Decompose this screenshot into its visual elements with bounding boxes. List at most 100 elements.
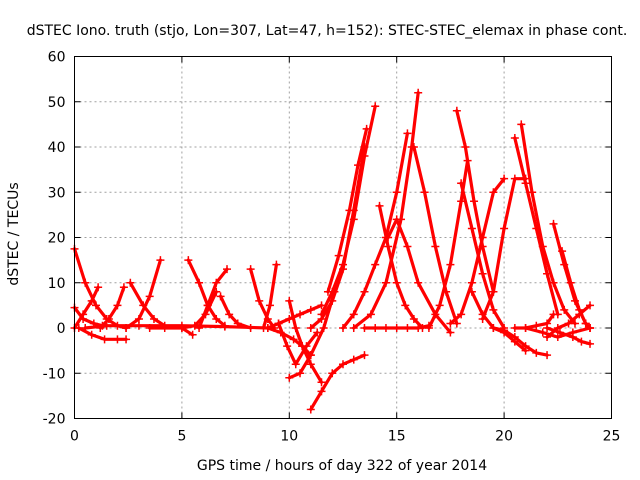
data-point: [543, 351, 552, 360]
data-point: [87, 296, 96, 305]
data-point: [113, 335, 122, 344]
data-point: [306, 405, 315, 414]
data-point: [409, 314, 418, 323]
data-point: [216, 292, 225, 301]
data-point: [274, 319, 283, 328]
data-point: [371, 324, 380, 332]
data-point: [384, 233, 393, 242]
x-tick-label: 0: [70, 429, 79, 445]
series-arc-6: [128, 281, 167, 328]
data-point: [285, 314, 294, 323]
series-arc-5: [98, 285, 126, 330]
data-point: [149, 314, 158, 323]
data-point: [285, 296, 294, 305]
data-point: [119, 283, 128, 292]
data-point: [467, 224, 476, 233]
data-point: [392, 188, 401, 197]
data-point: [362, 124, 371, 133]
data-point: [581, 319, 590, 328]
data-point: [532, 348, 541, 357]
data-point: [360, 324, 369, 332]
data-point: [586, 339, 595, 348]
series-arc-41: [551, 222, 592, 330]
data-point: [317, 387, 326, 396]
data-point: [510, 174, 519, 183]
data-point: [371, 102, 380, 111]
data-point: [223, 265, 232, 274]
data-point: [296, 369, 305, 378]
data-point: [285, 373, 294, 382]
data-point: [538, 328, 547, 337]
y-tick-label: -20: [43, 412, 66, 428]
x-tick-label: 10: [280, 429, 298, 445]
data-point: [366, 310, 375, 319]
data-point: [339, 324, 347, 332]
data-point: [339, 360, 347, 369]
data-point: [510, 324, 519, 332]
y-tick-label: 30: [48, 185, 66, 201]
y-tick-label: 50: [48, 95, 66, 111]
data-point: [457, 179, 466, 188]
data-point: [134, 321, 143, 330]
series-arc-29: [412, 145, 459, 326]
data-point: [184, 256, 193, 265]
data-point: [431, 242, 440, 251]
data-point: [102, 321, 111, 330]
data-point: [291, 324, 300, 332]
data-point: [384, 242, 393, 251]
data-point: [392, 215, 401, 224]
data-point: [566, 278, 575, 287]
data-point: [296, 310, 305, 319]
data-point: [113, 301, 122, 310]
data-point: [306, 305, 315, 314]
data-point: [360, 152, 369, 161]
data-point: [521, 342, 530, 351]
series-arc-10: [186, 258, 227, 328]
y-axis-label: dSTEC / TECUs: [6, 182, 22, 285]
data-point: [532, 321, 541, 330]
data-point: [126, 278, 135, 287]
data-point: [478, 314, 487, 323]
data-point: [555, 328, 564, 337]
x-tick-label: 25: [603, 429, 621, 445]
data-point: [349, 355, 358, 364]
data-point: [220, 322, 229, 331]
data-point: [392, 278, 401, 287]
data-point: [478, 269, 487, 278]
data-point: [289, 335, 298, 344]
data-point: [403, 129, 412, 138]
data-point: [489, 188, 498, 197]
data-point: [360, 351, 369, 360]
y-tick-label: 20: [48, 231, 66, 247]
data-point: [156, 256, 165, 265]
data-point: [586, 301, 595, 310]
data-point: [328, 369, 337, 378]
data-point: [317, 378, 326, 387]
data-point: [489, 287, 498, 296]
data-point: [446, 328, 455, 337]
data-point: [510, 133, 519, 142]
data-point: [91, 301, 100, 310]
data-point: [564, 319, 573, 328]
series-arc-13: [249, 267, 276, 330]
data-point: [134, 314, 143, 323]
data-point: [225, 310, 234, 319]
data-point: [360, 287, 369, 296]
data-point: [203, 301, 212, 310]
data-point: [195, 278, 204, 287]
data-point: [532, 224, 541, 233]
data-point: [586, 324, 595, 332]
data-point: [446, 319, 455, 328]
data-point: [371, 260, 380, 269]
series-arc-2: [72, 306, 105, 328]
data-point: [392, 324, 401, 332]
data-point: [420, 188, 429, 197]
series-arc-3: [72, 285, 100, 330]
chart-title: dSTEC Iono. truth (stjo, Lon=307, Lat=47…: [27, 23, 628, 39]
data-point: [323, 287, 332, 296]
data-point: [334, 251, 343, 260]
data-point: [409, 143, 418, 151]
y-tick-label: 60: [48, 50, 66, 66]
series-arc-37: [519, 122, 577, 326]
data-point: [424, 324, 433, 332]
